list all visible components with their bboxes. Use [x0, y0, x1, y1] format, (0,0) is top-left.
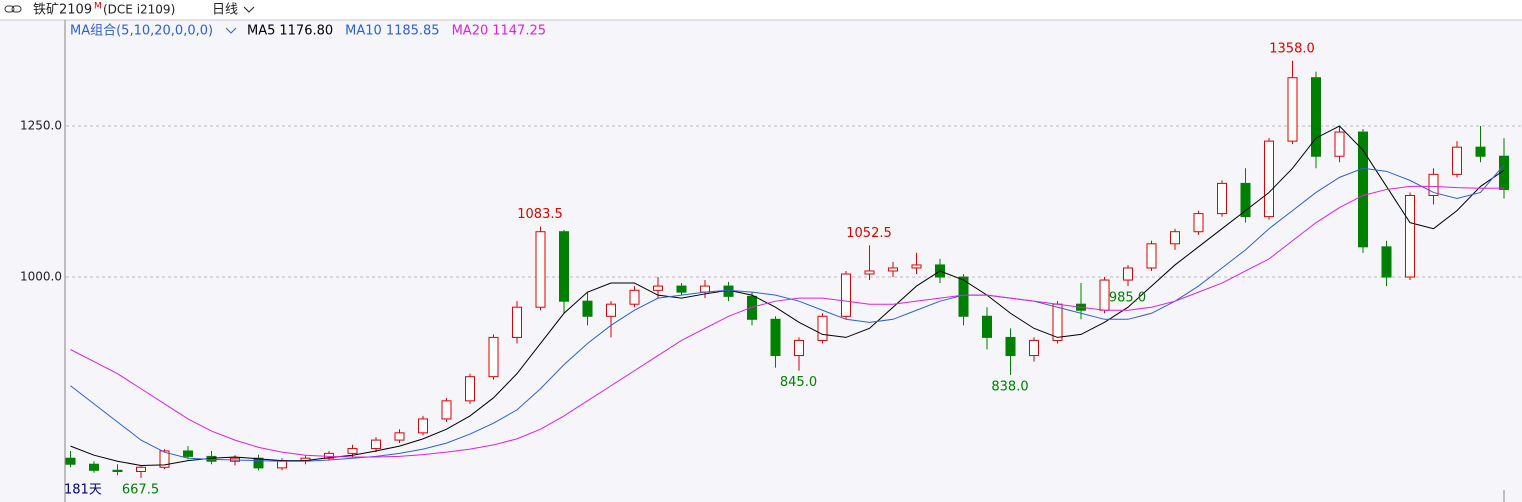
candle-body: [864, 270, 875, 275]
candle-body: [582, 300, 593, 317]
candle-body: [747, 295, 757, 320]
candle-body: [441, 400, 452, 420]
candle-body: [606, 303, 616, 317]
candle-body: [112, 469, 123, 472]
candle-body: [1405, 194, 1415, 278]
candle-body: [958, 276, 969, 317]
extreme-label: 1358.0: [1269, 41, 1315, 56]
indicator-dropdown[interactable]: [225, 27, 237, 34]
candle-body: [794, 339, 804, 357]
candle-body: [653, 285, 663, 291]
candle-body: [1099, 279, 1110, 311]
candle-body: [1170, 231, 1180, 245]
candle-body: [65, 457, 76, 465]
candle-body: [1052, 303, 1063, 341]
extreme-label: 985.0: [1109, 291, 1146, 306]
y-tick-label: 1250.0: [20, 119, 62, 133]
legend-value: 1147.25: [492, 24, 546, 39]
candle-body: [1240, 182, 1251, 218]
legend-name: MA10: [345, 24, 382, 39]
candle-body: [1193, 213, 1204, 233]
candle-body: [159, 450, 170, 468]
extreme-label: 667.5: [122, 482, 159, 497]
legend-name: MA20: [452, 24, 489, 39]
candle-body: [1029, 339, 1039, 357]
candle-body: [418, 418, 428, 434]
period-dropdown[interactable]: [243, 6, 255, 13]
candle-body: [1311, 77, 1321, 157]
indicator-label[interactable]: MA组合(5,10,20,0,0,0): [70, 24, 213, 39]
candle-body: [347, 448, 358, 454]
candle-body: [465, 376, 475, 402]
exchange: (DCE i2109): [103, 3, 175, 17]
y-tick-label: 1000.0: [20, 270, 62, 284]
candle-body: [700, 285, 710, 293]
marker: M: [94, 2, 102, 12]
extreme-label: 1083.5: [517, 207, 563, 222]
candle-body: [1452, 146, 1462, 175]
candle-body: [770, 318, 781, 357]
toolbar: [0, 0, 1522, 20]
candle-body: [1123, 267, 1133, 281]
symbol[interactable]: 铁矿2109: [33, 3, 92, 18]
candle-body: [394, 432, 405, 441]
extreme-label: 845.0: [780, 375, 817, 390]
legend-value: 1176.80: [279, 24, 333, 39]
candle-body: [676, 285, 687, 293]
extreme-label: 1052.5: [846, 226, 892, 241]
candle-body: [1475, 146, 1486, 157]
candle-body: [1358, 131, 1368, 248]
candle-body: [911, 264, 922, 269]
candle-body: [136, 466, 146, 472]
candle-body: [535, 231, 546, 308]
candle-body: [1428, 173, 1439, 196]
candle-body: [253, 457, 264, 469]
candle-body: [1005, 336, 1016, 357]
candle-body: [1381, 246, 1392, 278]
candle-body: [1146, 243, 1157, 269]
candle-body: [1217, 182, 1227, 215]
candle-body: [488, 336, 499, 378]
candle-body: [371, 439, 381, 450]
candle-body: [89, 463, 99, 471]
candle-body: [512, 306, 522, 338]
link-icon-part[interactable]: [4, 5, 15, 13]
period[interactable]: 日线: [212, 3, 238, 18]
link-icon[interactable]: [4, 5, 22, 13]
link-icon-part[interactable]: [11, 5, 22, 13]
candle-body: [817, 315, 828, 341]
candle-body: [559, 231, 569, 302]
candle-body: [629, 289, 640, 305]
ma-line: [70, 185, 1505, 458]
ma-line: [70, 164, 1505, 462]
candle-body: [1334, 131, 1345, 157]
candle-body: [1264, 140, 1274, 218]
extreme-label: 838.0: [991, 379, 1028, 394]
candle-body: [183, 450, 193, 457]
legend-value: 1185.85: [386, 24, 440, 39]
candle-body: [841, 273, 851, 317]
period-label: 181天: [64, 483, 102, 498]
ma-line: [70, 125, 1505, 466]
legend-name: MA5: [247, 24, 275, 39]
candle-body: [982, 315, 992, 338]
candle-body: [888, 267, 898, 272]
candle-body: [1287, 77, 1298, 142]
